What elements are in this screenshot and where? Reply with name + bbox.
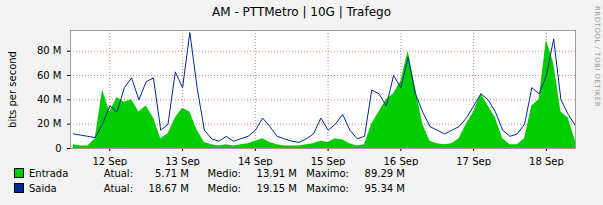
html-text:Saida: Saida	[29, 183, 57, 194]
html-text:RRDTOOL / TOBI OETIKER: RRDTOOL / TOBI OETIKER	[593, 6, 601, 108]
html-text:95.34 M: 95.34 M	[364, 183, 405, 194]
html-text:Atual:: Atual:	[103, 168, 133, 179]
svg-text:15 Sep: 15 Sep	[311, 156, 346, 166]
svg-text:bits per second: bits per second	[7, 51, 18, 128]
svg-text:13 Sep: 13 Sep	[165, 156, 200, 166]
svg-text:17 Sep: 17 Sep	[456, 156, 491, 166]
svg-text:20 M: 20 M	[37, 118, 62, 129]
svg-text:60 M: 60 M	[37, 70, 62, 81]
svg-text:18 Sep: 18 Sep	[529, 156, 564, 166]
html-text:AM - PTTMetro | 10G | Trafego: AM - PTTMetro | 10G | Trafego	[212, 5, 391, 19]
svg-text:12 Sep: 12 Sep	[92, 156, 127, 166]
html-text:Entrada: Entrada	[29, 168, 69, 179]
svg-text:0: 0	[55, 143, 61, 154]
html-text:Maximo:: Maximo:	[306, 168, 349, 179]
html-text:89.29 M: 89.29 M	[364, 168, 405, 179]
html-text:Atual:: Atual:	[103, 183, 133, 194]
svg-text:80 M: 80 M	[37, 45, 62, 56]
html-text:13.91 M: 13.91 M	[256, 168, 297, 179]
html-text:5.71 M: 5.71 M	[154, 168, 189, 179]
html-text:19.15 M: 19.15 M	[256, 183, 297, 194]
html-text:Medio:: Medio:	[207, 168, 241, 179]
svg-text:16 Sep: 16 Sep	[383, 156, 418, 166]
svg-text:14 Sep: 14 Sep	[238, 156, 273, 166]
html-text:18.67 M: 18.67 M	[148, 183, 189, 194]
svg-text:40 M: 40 M	[37, 94, 62, 105]
html-text:Maximo:: Maximo:	[306, 183, 349, 194]
html-text:Medio:: Medio:	[207, 183, 241, 194]
